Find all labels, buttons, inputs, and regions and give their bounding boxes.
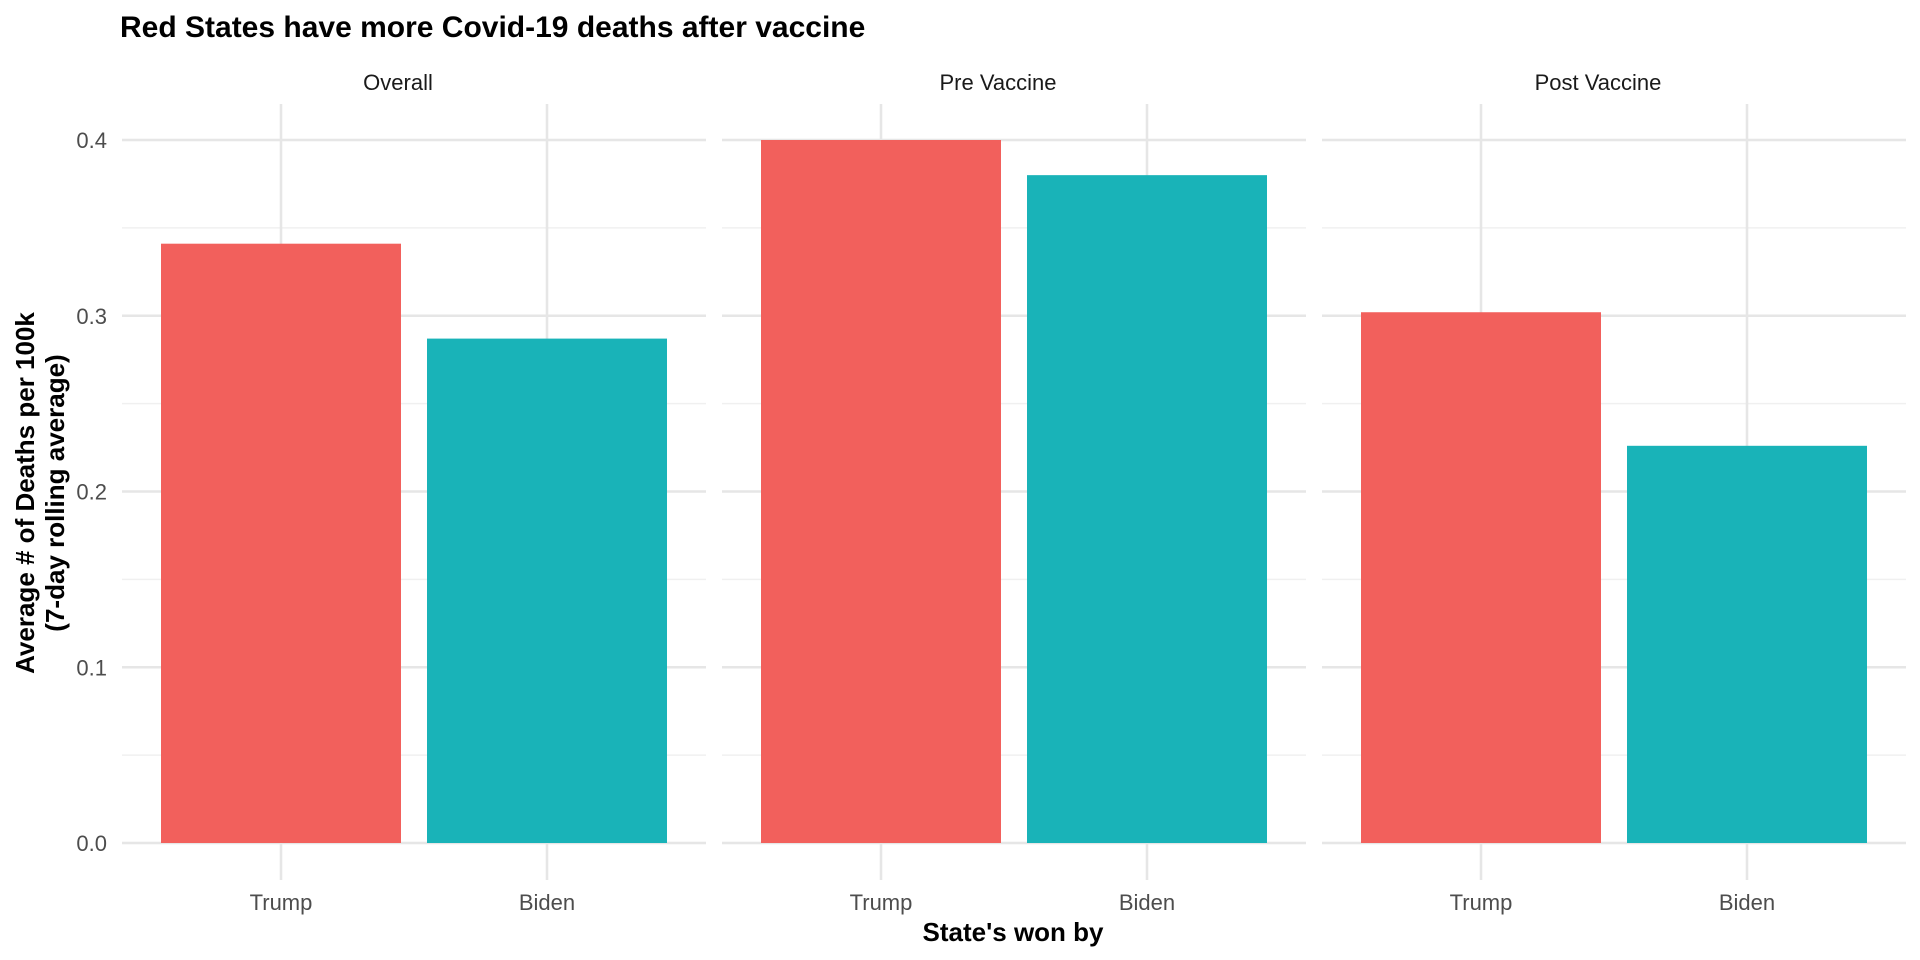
y-tick-label: 0.3 <box>76 304 107 329</box>
bar-trump <box>761 140 1001 843</box>
x-tick-label: Trump <box>850 890 913 915</box>
facet-panel: Post Vaccine Trump Biden <box>1322 70 1906 915</box>
bar-biden <box>427 338 667 843</box>
x-axis-title: State's won by <box>923 917 1105 947</box>
bar-trump <box>161 243 401 843</box>
y-axis-ticks: 0.0 0.1 0.2 0.3 0.4 <box>76 128 107 856</box>
facet-panel: Pre Vaccine Trump Biden <box>722 70 1306 915</box>
x-tick-label: Biden <box>1719 890 1775 915</box>
facet-strip-label: Overall <box>363 70 433 95</box>
bar-biden <box>1627 445 1867 843</box>
facet-panel: Overall Trump Biden <box>122 70 706 915</box>
x-tick-label: Biden <box>519 890 575 915</box>
bar-trump <box>1361 312 1601 843</box>
y-axis-title: Average # of Deaths per 100k (7-day roll… <box>10 312 70 674</box>
facet-strip-label: Pre Vaccine <box>940 70 1057 95</box>
y-tick-label: 0.2 <box>76 480 107 505</box>
bar-biden <box>1027 175 1267 843</box>
x-tick-label: Biden <box>1119 890 1175 915</box>
y-axis-title-line-2: (7-day rolling average) <box>40 354 70 631</box>
x-tick-label: Trump <box>1450 890 1513 915</box>
y-tick-label: 0.0 <box>76 831 107 856</box>
x-tick-label: Trump <box>250 890 313 915</box>
y-axis-title-line-1: Average # of Deaths per 100k <box>10 312 40 674</box>
y-tick-label: 0.1 <box>76 655 107 680</box>
facet-strip-label: Post Vaccine <box>1535 70 1662 95</box>
chart-title: Red States have more Covid-19 deaths aft… <box>120 11 865 44</box>
y-tick-label: 0.4 <box>76 128 107 153</box>
